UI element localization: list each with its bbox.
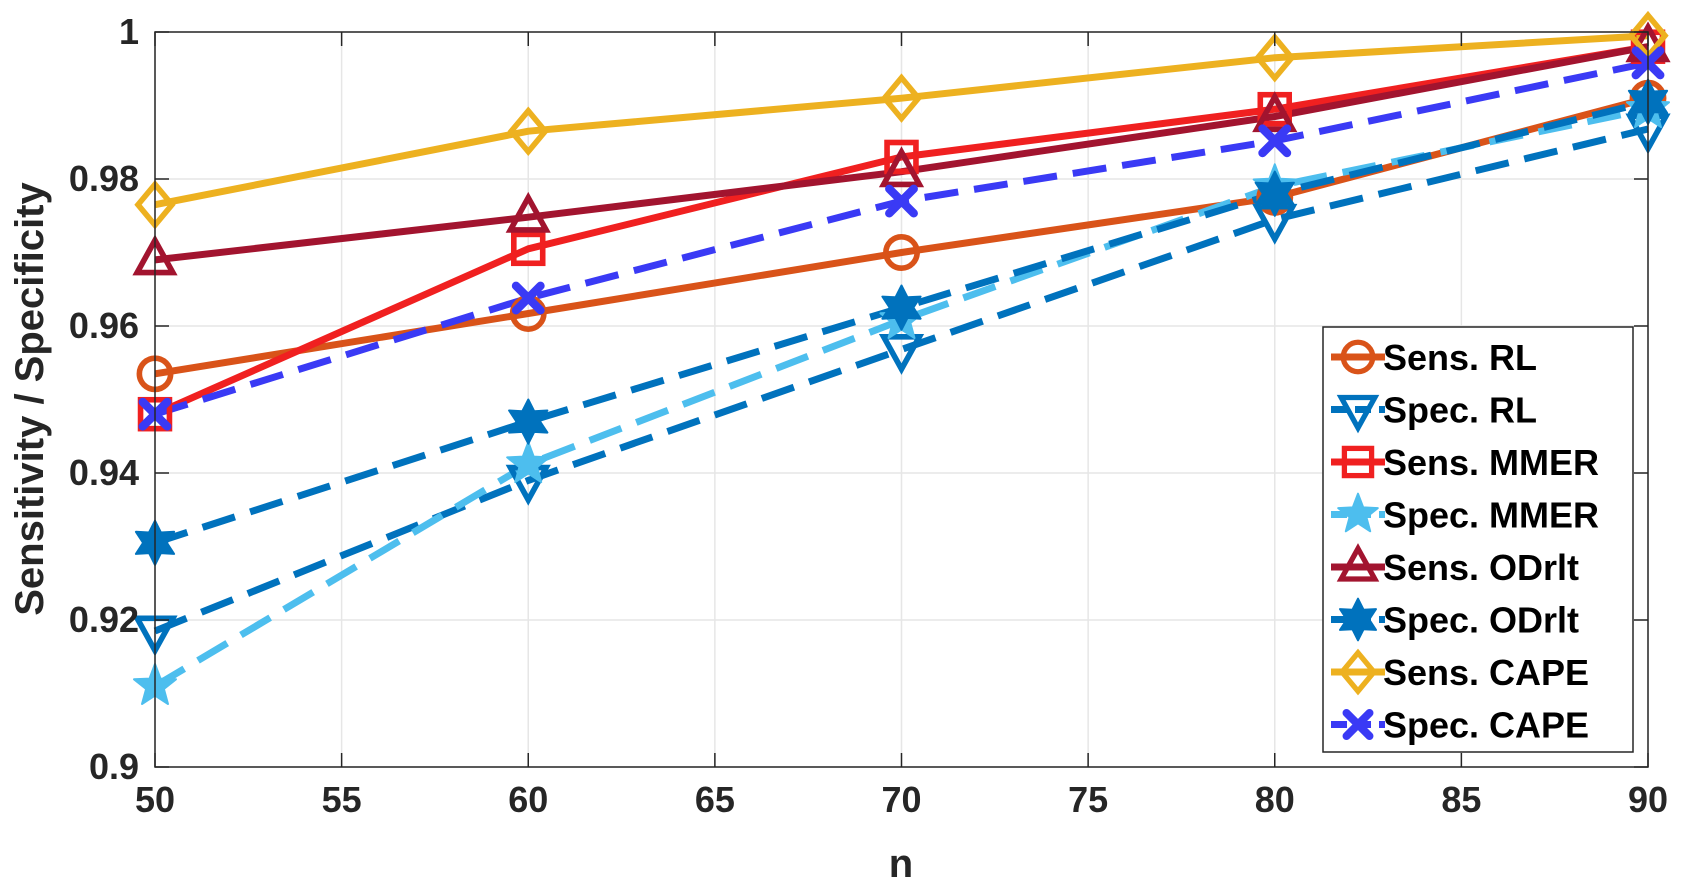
y-tick-label: 0.98 xyxy=(69,158,139,199)
data-point-spec-odrlt xyxy=(1254,170,1295,217)
legend-label-spec-rl: Spec. RL xyxy=(1383,390,1537,431)
x-tick-label: 65 xyxy=(695,779,735,820)
data-point-sens-mmer xyxy=(510,231,546,267)
x-tick-label: 70 xyxy=(881,779,921,820)
legend-marker-sens-mmer xyxy=(1341,445,1375,479)
legend-marker-sens-cape xyxy=(1338,648,1378,696)
data-point-spec-cape xyxy=(885,184,918,218)
data-point-spec-odrlt xyxy=(881,284,922,331)
y-axis-title: Sensitivity / Specificity xyxy=(8,182,52,616)
legend-label-spec-cape: Spec. CAPE xyxy=(1383,705,1589,746)
legend-marker-spec-odrlt xyxy=(1339,597,1377,642)
data-point-sens-odrlt xyxy=(1252,91,1298,133)
x-tick-label: 75 xyxy=(1068,779,1108,820)
legend: Sens. RL Spec. RL Sens. MMER Spec. MMER Sens… xyxy=(1322,326,1634,753)
x-axis-title: n xyxy=(889,842,913,886)
x-tick-label: 55 xyxy=(322,779,362,820)
x-tick-label: 50 xyxy=(135,779,175,820)
x-tick-label: 60 xyxy=(508,779,548,820)
series-line-sens-cape xyxy=(154,32,1649,209)
x-tick-label: 80 xyxy=(1255,779,1295,820)
data-point-sens-odrlt xyxy=(505,191,551,233)
legend-label-sens-mmer: Sens. MMER xyxy=(1383,442,1599,483)
legend-marker-sens-rl xyxy=(1340,339,1376,375)
data-point-sens-rl xyxy=(883,234,920,271)
legend-marker-spec-cape xyxy=(1342,709,1374,740)
legend-marker-sens-odrlt xyxy=(1336,543,1380,582)
legend-marker-spec-mmer xyxy=(1337,492,1379,533)
data-point-spec-mmer xyxy=(506,441,551,484)
legend-marker-spec-rl xyxy=(1336,394,1380,434)
data-point-spec-cape xyxy=(1258,124,1292,158)
y-tick-label: 0.96 xyxy=(69,305,139,346)
data-point-sens-cape xyxy=(507,106,549,157)
data-point-sens-mmer xyxy=(884,139,919,175)
data-point-sens-cape xyxy=(1254,32,1296,83)
y-tick-label: 0.9 xyxy=(89,746,139,787)
legend-label-sens-cape: Sens. CAPE xyxy=(1383,652,1589,693)
data-point-spec-rl xyxy=(878,333,925,375)
axis-ticks: 50 55 60 65 70 75 80 85 90 0.9 0.92 0.94 0.96 0.98 1 xyxy=(69,11,1668,820)
legend-label-spec-mmer: Spec. MMER xyxy=(1383,495,1599,536)
data-point-sens-cape xyxy=(880,73,923,123)
data-point-spec-cape xyxy=(511,281,545,315)
x-tick-label: 85 xyxy=(1441,779,1481,820)
data-point-sens-odrlt xyxy=(878,146,925,188)
data-point-spec-odrlt xyxy=(508,398,549,445)
legend-label-sens-odrlt: Sens. ODrlt xyxy=(1383,547,1579,588)
legend-label-spec-odrlt: Spec. ODrlt xyxy=(1383,600,1579,641)
y-tick-label: 0.94 xyxy=(69,452,139,493)
series-line-spec-rl xyxy=(153,125,1649,635)
y-tick-label: 1 xyxy=(119,11,139,52)
x-tick-label: 90 xyxy=(1628,779,1668,820)
legend-label-sens-rl: Sens. RL xyxy=(1383,337,1537,378)
y-tick-label: 0.92 xyxy=(69,599,139,640)
